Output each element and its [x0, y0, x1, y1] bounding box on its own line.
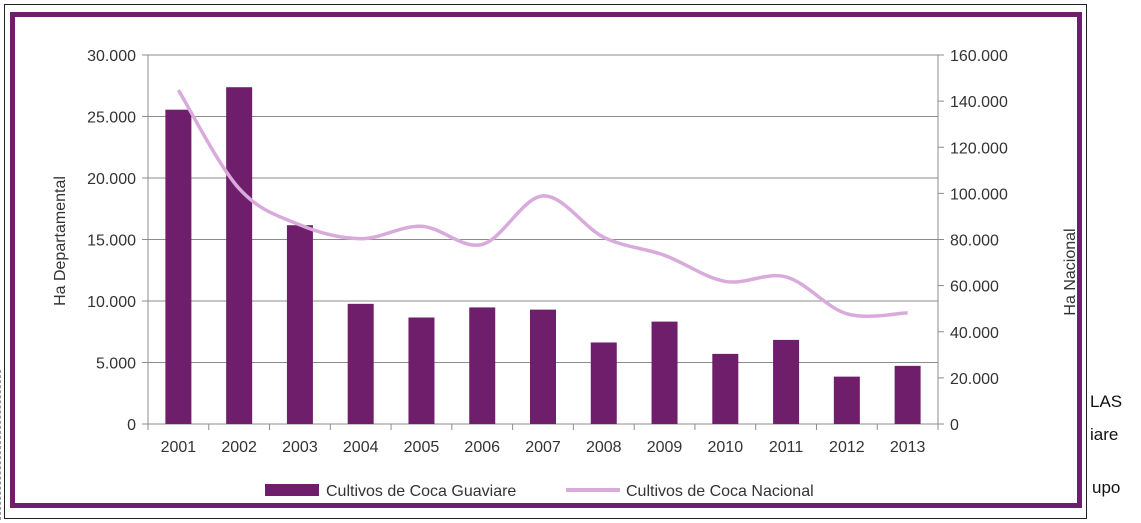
right-tick-label: 140.000 [950, 94, 1008, 111]
bar-guaviare [226, 87, 253, 425]
bar-guaviare [286, 225, 313, 424]
left-tick-label: 10.000 [87, 294, 136, 311]
bar-series-guaviare [165, 87, 921, 425]
x-tick-label: 2010 [708, 439, 744, 456]
line-series-nacional [176, 89, 908, 318]
bar-guaviare [712, 353, 739, 424]
left-tick-label: 0 [127, 417, 136, 434]
x-tick-label: 2013 [890, 439, 926, 456]
bar-guaviare [833, 376, 860, 424]
right-tick-label: 0 [950, 417, 959, 434]
page-border [4, 4, 1087, 519]
x-tick-label: 2011 [769, 439, 804, 456]
right-tick-label: 80.000 [950, 233, 999, 250]
left-tick-label: 20.000 [87, 171, 136, 188]
x-tick-label: 2009 [647, 439, 683, 456]
bar-guaviare [894, 365, 921, 424]
legend-swatch-nacional [566, 488, 620, 492]
x-tick-label: 2005 [404, 439, 440, 456]
x-axis-ticks: 2001 2002 2003 2004 2005 2006 2007 2008 2009 2010… [161, 439, 926, 456]
legend-swatch-guaviare [265, 484, 319, 496]
left-tick-label: 25.000 [87, 110, 136, 127]
bar-guaviare [165, 109, 192, 425]
y-axis-right-label: Ha Nacional [1062, 228, 1079, 315]
side-fragment-2: iare [1090, 425, 1119, 444]
x-tick-label: 2003 [282, 439, 318, 456]
right-tick-label: 100.000 [950, 186, 1008, 203]
bar-guaviare [469, 307, 496, 424]
legend-label-nacional: Cultivos de Coca Nacional [626, 483, 814, 500]
left-tick-label: 30.000 [87, 48, 136, 65]
bar-guaviare [773, 339, 800, 424]
bar-guaviare [530, 309, 556, 424]
x-tick-label: 2004 [343, 439, 379, 456]
bar-guaviare [651, 321, 678, 424]
bar-guaviare [347, 303, 374, 424]
legend-label-guaviare: Cultivos de Coca Guaviare [326, 483, 516, 500]
x-tick-label: 2006 [464, 439, 500, 456]
left-tick-label: 5.000 [96, 356, 136, 373]
right-tick-label: 60.000 [950, 279, 999, 296]
left-axis-ticks: 0 5.000 10.000 15.000 20.000 25.000 30.000 [87, 48, 136, 434]
x-tick-label: 2007 [525, 439, 561, 456]
right-tick-label: 20.000 [950, 371, 999, 388]
y-axis-left-label: Ha Departamental [52, 176, 69, 306]
left-edge-mark [0, 370, 5, 520]
right-tick-label: 40.000 [950, 325, 999, 342]
x-tick-label: 2002 [221, 439, 257, 456]
bar-guaviare [590, 342, 617, 424]
side-fragment-1: LAS [1090, 392, 1123, 411]
x-tick-label: 2001 [161, 439, 197, 456]
left-tick-label: 15.000 [87, 233, 136, 250]
right-tick-label: 120.000 [950, 140, 1008, 157]
x-tick-label: 2008 [586, 439, 622, 456]
bar-guaviare [408, 317, 435, 424]
side-fragment-3: upo [1092, 478, 1121, 497]
right-tick-label: 160.000 [950, 48, 1008, 65]
legend: Cultivos de Coca Guaviare Cultivos de Co… [265, 483, 814, 500]
right-axis-ticks: 0 20.000 40.000 60.000 80.000 100.000 120.000 1… [950, 48, 1008, 434]
x-tick-label: 2012 [829, 439, 865, 456]
